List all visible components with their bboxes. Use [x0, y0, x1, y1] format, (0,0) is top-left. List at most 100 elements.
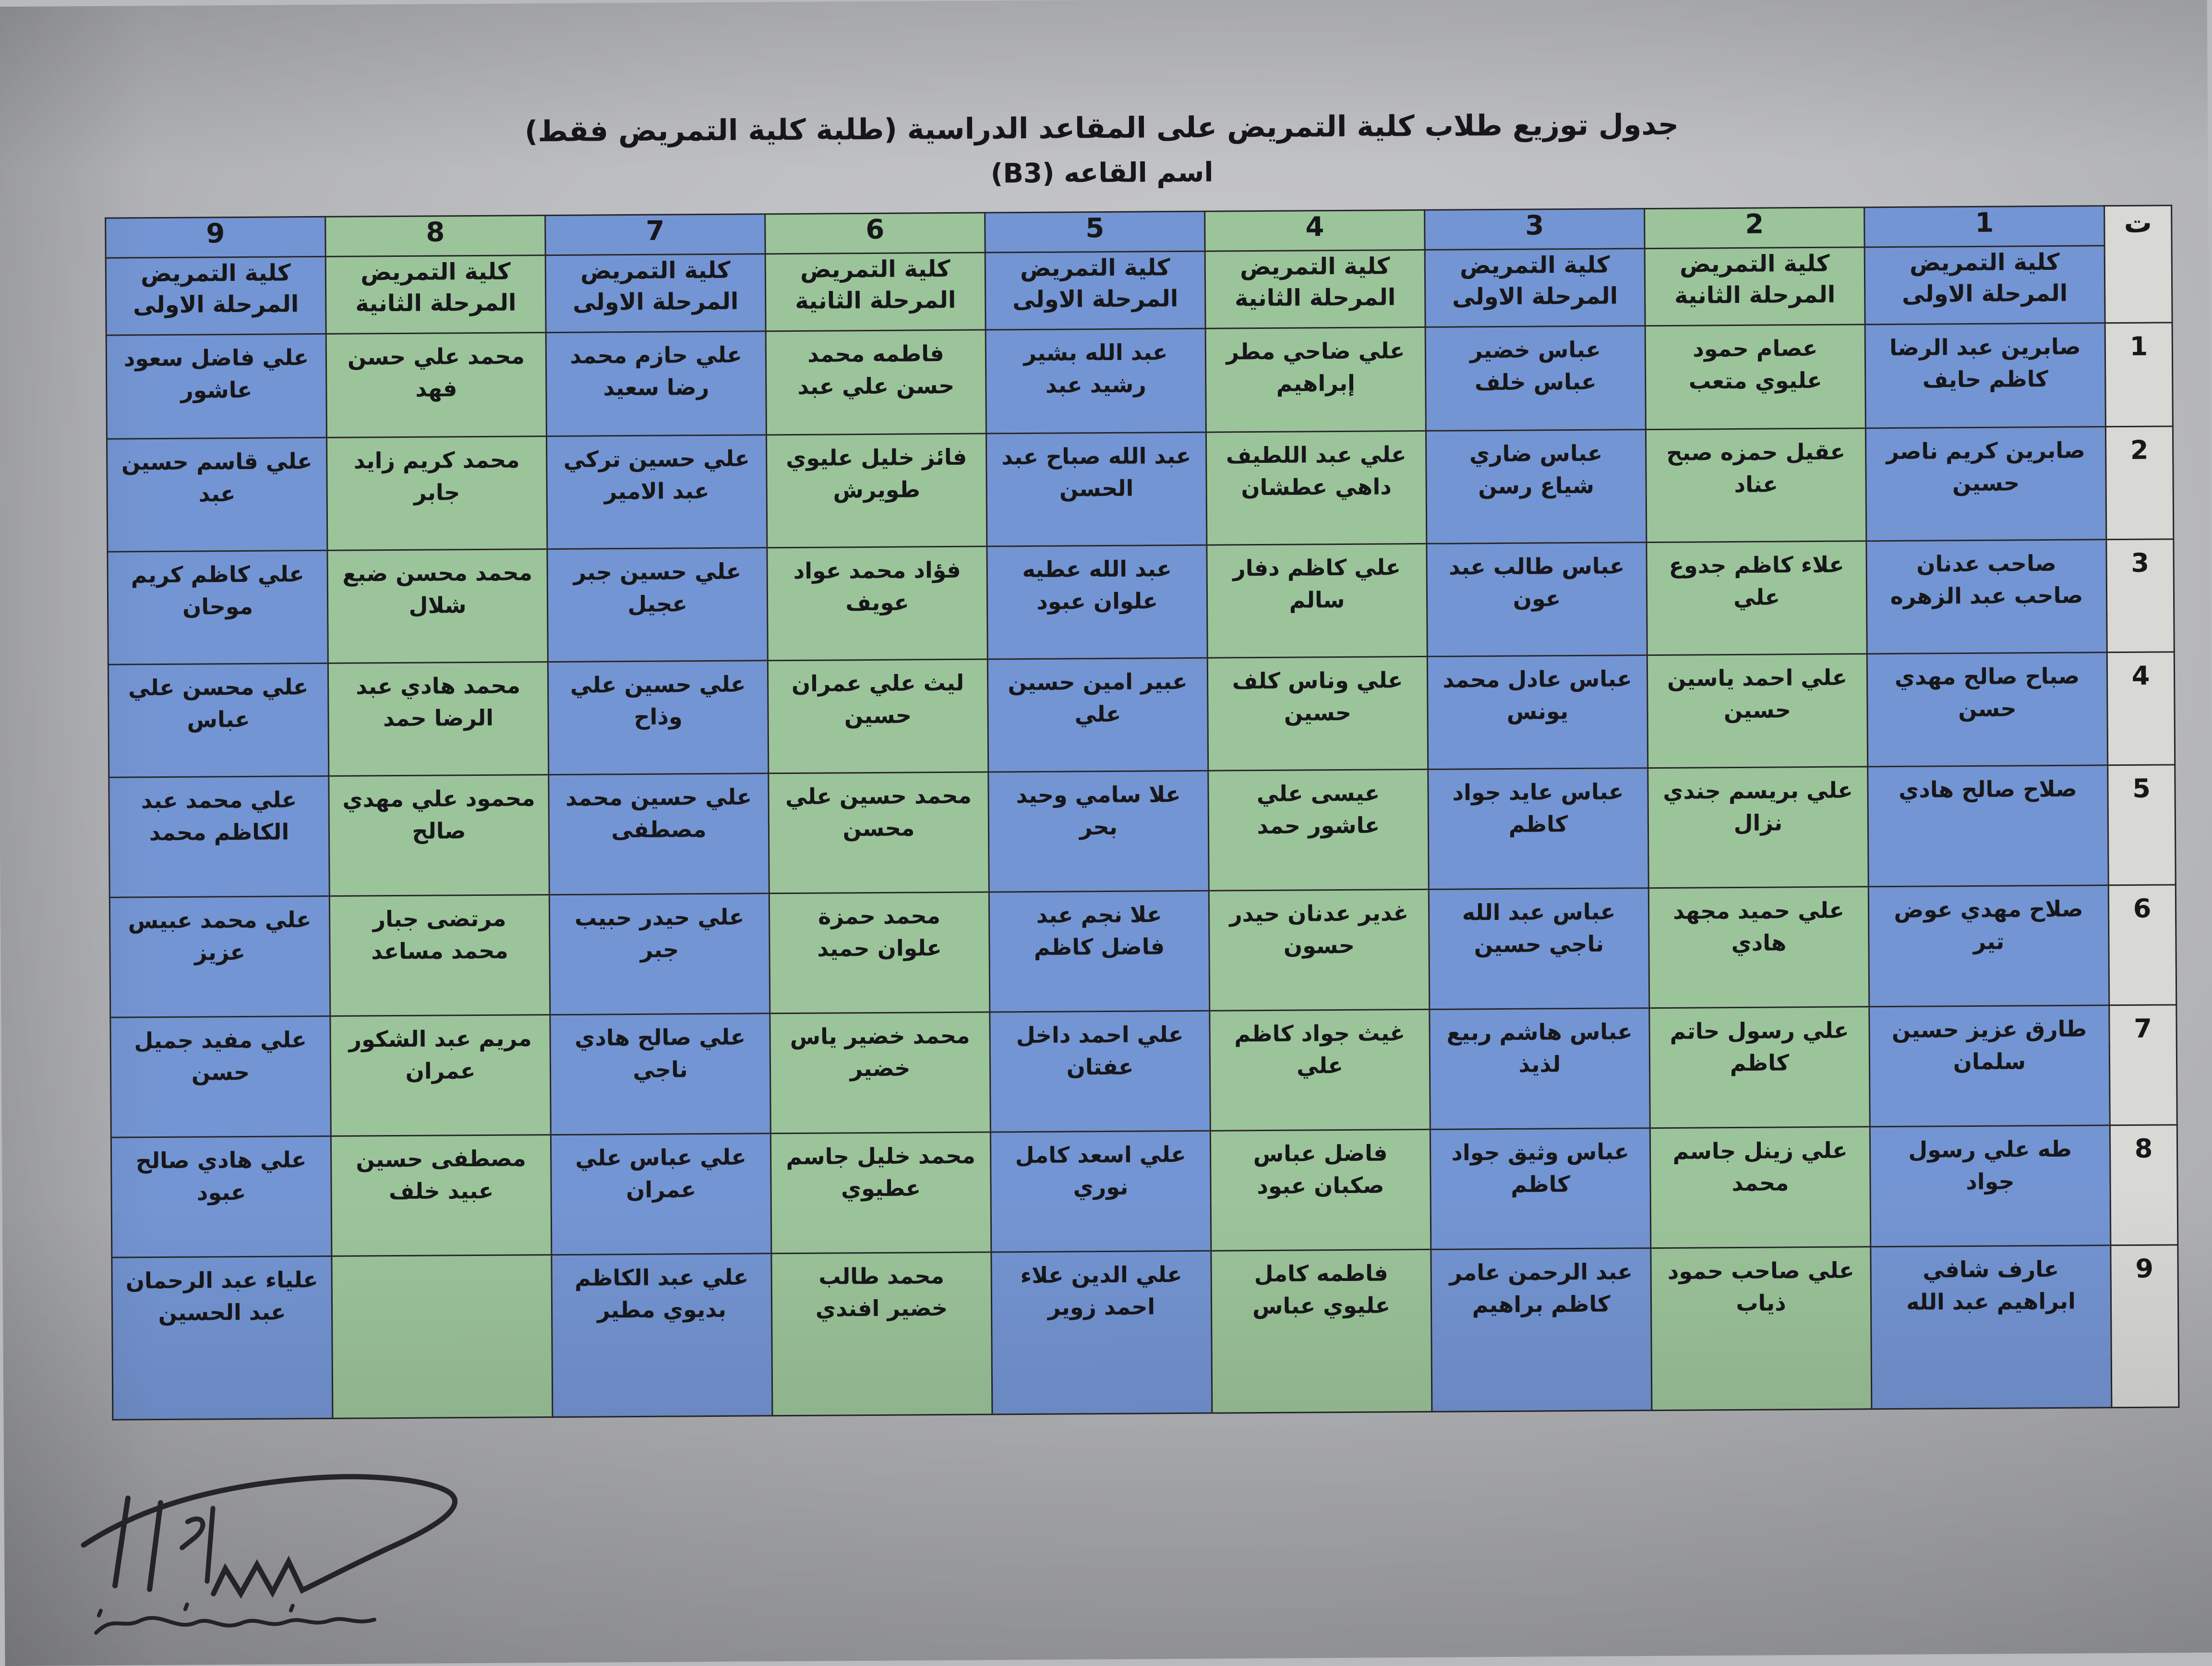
row-number-4: 4 [2107, 652, 2175, 765]
seat-cell-c2-r6: علي حميد مجهد هادي [1648, 886, 1869, 1008]
seat-cell-c3-r4: عباس عادل محمد يونس [1427, 655, 1648, 770]
seat-column-number-2: 2 [1644, 207, 1865, 249]
seat-cell-c1-r8: طه علي رسول جواد [1870, 1125, 2111, 1247]
seat-cell-c8-r8: مصطفى حسين عبيد خلف [331, 1135, 552, 1256]
seat-column-number-3: 3 [1424, 208, 1645, 250]
college-name: كلية التمريض [580, 256, 731, 285]
stage-name: المرحلة الثانية [1234, 284, 1396, 312]
seat-cell-c7-r4: علي حسين علي وذاح [548, 660, 769, 775]
table-row-8: 8 طه علي رسول جواد علي زينل جاسم محمد عباس … [111, 1124, 2178, 1258]
college-name: كلية التمريض [800, 255, 950, 283]
seat-cell-c9-r1: علي فاضل سعود عاشور [106, 334, 327, 439]
seat-column-number-5: 5 [985, 211, 1205, 253]
seat-cell-c7-r8: علي عباس علي عمران [551, 1133, 771, 1255]
table-row-5: 5 صلاح صالح هادي علي بريسم جندي نزال عباس ع… [108, 764, 2176, 898]
seat-cell-c1-r5: صلاح صالح هادي [1867, 765, 2109, 887]
seat-cell-c3-r9: عبد الرحمن عامر كاظم براهيم [1431, 1248, 1652, 1412]
seat-cell-c7-r9: علي عبد الكاظم بديوي مطير [551, 1253, 772, 1417]
college-name: كلية التمريض [1239, 253, 1390, 281]
seat-cell-c7-r1: علي حازم محمد رضا سعيد [546, 331, 767, 436]
seat-column-header-5: كلية التمريض المرحلة الاولى [985, 251, 1206, 330]
row-number-3: 3 [2106, 539, 2175, 652]
table-header: ت 1 2 3 4 5 6 7 8 9 كلية التمريض المرحلة الاولى كلية… [105, 205, 2173, 336]
seat-cell-c4-r3: علي كاظم دفار سالم [1206, 543, 1428, 658]
signature [81, 1474, 458, 1635]
seat-cell-c3-r7: عباس هاشم ربيع لذيذ [1429, 1008, 1650, 1130]
seat-cell-c3-r2: عباس ضاري شياع رسن [1426, 429, 1647, 544]
seat-cell-c9-r9: علياء عبد الرحمان عبد الحسين [111, 1256, 333, 1420]
seat-cell-c4-r2: علي عبد اللطيف داهي عطشان [1206, 431, 1427, 545]
seat-cell-c6-r8: محمد خليل جاسم عطيوي [770, 1132, 991, 1254]
seat-cell-c2-r7: علي رسول حاتم كاظم [1649, 1006, 1870, 1128]
table-row-6: 6 صلاح مهدي عوض تير علي حميد مجهد هادي عباس… [109, 884, 2176, 1018]
seat-cell-c8-r6: مرتضى جبار محمد مساعد [329, 894, 550, 1016]
seat-cell-c1-r6: صلاح مهدي عوض تير [1868, 885, 2109, 1007]
seat-cell-c5-r9: علي الدين علاء احمد زوير [991, 1251, 1212, 1414]
seat-column-number-6: 6 [765, 213, 986, 254]
stage-name: المرحلة الثانية [794, 286, 956, 314]
row-number-5: 5 [2107, 764, 2176, 885]
row-number-8: 8 [2110, 1124, 2178, 1245]
seat-cell-c6-r3: فؤاد محمد عواد عويف [767, 546, 988, 661]
stage-name: المرحلة الاولى [1901, 279, 2068, 308]
row-number-6: 6 [2108, 884, 2176, 1005]
seat-cell-c1-r7: طارق عزيز حسين سلمان [1869, 1005, 2110, 1127]
table-row-3: 3 صاحب عدنان صاحب عبد الزهره علاء كاظم جدو… [107, 539, 2175, 665]
seat-column-number-1: 1 [1864, 205, 2105, 247]
seat-cell-c6-r5: محمد حسين علي محسن [768, 772, 989, 893]
stage-name: المرحلة الاولى [133, 290, 299, 319]
seat-cell-c2-r1: عصام حمود عليوي متعب [1645, 324, 1866, 430]
seat-cell-c4-r5: عيسى علي عاشور حمد [1208, 769, 1429, 891]
seat-cell-c9-r2: علي قاسم حسين عبد [107, 437, 327, 552]
page-title: جدول توزيع طلاب كلية التمريض على المقاعد… [524, 108, 1679, 149]
seat-cell-c4-r4: علي وناس كلف حسين [1207, 656, 1428, 771]
seat-cell-c7-r2: علي حسين تركي عبد الامير [546, 435, 767, 549]
seat-cell-c8-r5: محمود علي مهدي صالح [328, 774, 550, 896]
seat-column-header-6: كلية التمريض المرحلة الثانية [765, 253, 986, 331]
row-number-7: 7 [2109, 1004, 2177, 1125]
stage-name: المرحلة الاولى [573, 288, 739, 316]
seat-cell-c5-r2: عبد الله صباح عبد الحسن [986, 432, 1207, 547]
seat-cell-c9-r4: علي محسن علي عباس [108, 663, 329, 778]
seat-cell-c6-r6: محمد حمزة علوان حميد [769, 892, 990, 1014]
table-row-4: 4 صباح صالح مهدي حسن علي احمد ياسين حسين عب… [108, 652, 2175, 778]
seat-cell-c6-r2: فائز خليل عليوي طويرش [766, 434, 987, 548]
college-name: كلية التمريض [1909, 248, 2060, 277]
seat-cell-c7-r6: علي حيدر حبيب جبر [549, 893, 770, 1015]
seat-cell-c8-r7: مريم عبد الشكور عمران [330, 1014, 551, 1136]
seat-cell-c4-r1: علي ضاحي مطر إبراهيم [1205, 327, 1426, 433]
seat-cell-c3-r6: عباس عبد الله ناجي حسين [1429, 888, 1649, 1010]
seat-cell-c7-r7: علي صالح هادي ناجي [550, 1013, 771, 1135]
seat-cell-c2-r3: علاء كاظم جدوع علي [1646, 541, 1867, 655]
seat-column-header-9: كلية التمريض المرحلة الاولى [106, 256, 326, 336]
seat-cell-c2-r9: علي صاحب حمود ذياب [1650, 1246, 1872, 1411]
seat-cell-c4-r9: فاطمه كامل عليوي عباس [1211, 1249, 1432, 1413]
index-column-header: ت [2104, 205, 2173, 323]
table-row-7: 7 طارق عزيز حسين سلمان علي رسول حاتم كاظم ع… [110, 1004, 2177, 1138]
college-name: كلية التمريض [1020, 254, 1170, 282]
seat-cell-c9-r8: علي هادي صالح عبود [111, 1136, 332, 1258]
seat-cell-c1-r3: صاحب عدنان صاحب عبد الزهره [1866, 539, 2107, 654]
seat-column-number-8: 8 [325, 215, 546, 257]
seat-cell-c5-r4: عبير امين حسين علي [987, 658, 1208, 772]
seat-cell-c2-r2: عقيل حمزه صبح عناد [1646, 428, 1866, 543]
seat-cell-c1-r2: صابرين كريم ناصر حسين [1865, 426, 2106, 541]
seating-table: ت 1 2 3 4 5 6 7 8 9 كلية التمريض المرحلة الاولى كلية… [105, 205, 2179, 1420]
seat-cell-c7-r3: علي حسين جبر عجيل [547, 547, 768, 662]
seat-column-header-3: كلية التمريض المرحلة الاولى [1425, 248, 1646, 327]
seat-cell-c1-r1: صابرين عبد الرضا كاظم حايف [1865, 323, 2106, 428]
seat-cell-c5-r3: عبد الله عطيه علوان عبود [986, 545, 1208, 660]
seat-cell-c3-r8: عباس وثيق جواد كاظم [1430, 1128, 1651, 1250]
college-name: كلية التمريض [140, 259, 291, 288]
college-name: كلية التمريض [360, 258, 511, 286]
seat-cell-c6-r9: محمد طالب خضير افندي [771, 1252, 992, 1416]
seat-cell-c5-r5: علا سامي وحيد بحر [988, 771, 1209, 892]
stage-name: المرحلة الثانية [1674, 281, 1836, 309]
seat-cell-c5-r6: علا نجم عبد فاضل كاظم [989, 891, 1210, 1012]
stage-name: المرحلة الاولى [1012, 285, 1178, 313]
title-block: جدول توزيع طلاب كلية التمريض على المقاعد… [0, 105, 2208, 195]
seat-cell-c3-r3: عباس طالب عبد عون [1426, 542, 1647, 657]
seat-cell-c2-r8: علي زينل جاسم محمد [1650, 1126, 1871, 1248]
seat-cell-c9-r5: علي محمد عبد الكاظم محمد [108, 776, 330, 898]
